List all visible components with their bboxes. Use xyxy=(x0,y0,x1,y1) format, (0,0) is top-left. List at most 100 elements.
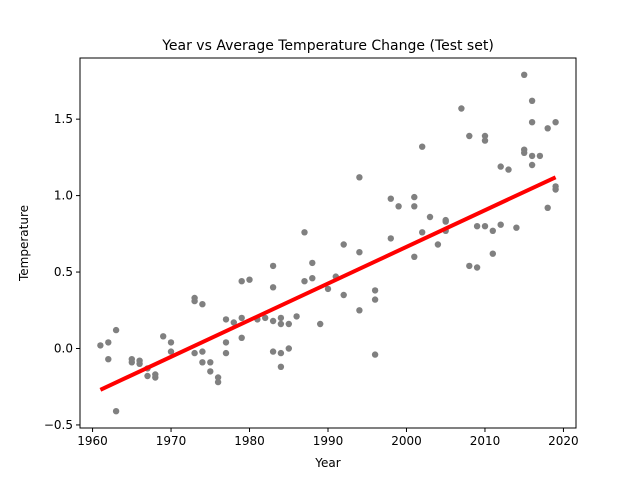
data-point xyxy=(207,359,214,366)
data-point xyxy=(521,71,528,79)
y-tick-label: 0.5 xyxy=(54,265,73,279)
data-point xyxy=(489,250,496,257)
data-point xyxy=(481,223,489,230)
data-point xyxy=(277,349,285,357)
data-points xyxy=(97,71,559,415)
data-point xyxy=(481,137,489,144)
data-point xyxy=(387,195,394,202)
data-point xyxy=(411,253,418,260)
y-tick-label: 0.0 xyxy=(54,341,73,355)
data-point xyxy=(340,241,347,248)
data-point xyxy=(285,320,292,328)
data-point xyxy=(371,351,379,358)
data-point xyxy=(317,320,324,328)
y-axis-label: Temperature xyxy=(17,205,31,282)
data-point xyxy=(112,408,120,415)
data-point xyxy=(301,229,308,236)
data-point xyxy=(277,363,285,370)
data-point xyxy=(356,174,363,181)
data-point xyxy=(144,372,151,380)
data-point xyxy=(497,163,504,170)
data-point xyxy=(285,345,292,352)
data-point xyxy=(238,334,245,341)
data-point xyxy=(371,287,379,294)
data-point xyxy=(112,326,120,334)
data-point xyxy=(199,301,206,308)
y-tick-label: −0.5 xyxy=(44,418,73,432)
data-point xyxy=(136,360,143,367)
data-point xyxy=(434,241,442,248)
data-point xyxy=(426,213,434,221)
y-axis-ticks: −0.5 0.0 0.5 1.0 1.5 xyxy=(44,112,80,432)
data-point xyxy=(505,166,512,173)
data-point xyxy=(513,224,520,231)
data-point xyxy=(167,348,175,355)
data-point xyxy=(387,235,394,242)
x-tick-label: 1970 xyxy=(156,434,187,448)
data-point xyxy=(544,204,551,211)
data-point xyxy=(262,314,269,322)
data-point xyxy=(419,229,426,236)
data-point xyxy=(269,262,277,270)
data-point xyxy=(269,348,277,355)
data-point xyxy=(105,339,112,346)
data-point xyxy=(458,105,465,112)
data-point xyxy=(269,284,277,291)
x-tick-label: 2000 xyxy=(391,434,422,448)
data-point xyxy=(199,348,206,355)
x-tick-label: 1960 xyxy=(77,434,108,448)
data-point xyxy=(199,359,206,366)
data-point xyxy=(473,223,481,230)
data-point xyxy=(293,313,300,320)
data-point xyxy=(552,186,559,193)
data-point xyxy=(481,132,489,140)
data-point xyxy=(371,296,379,303)
data-point xyxy=(160,333,167,340)
data-point xyxy=(105,356,112,363)
data-point xyxy=(269,317,277,325)
data-point xyxy=(356,249,363,256)
data-point xyxy=(466,132,473,140)
data-point xyxy=(309,259,316,267)
data-point xyxy=(246,276,253,283)
data-point xyxy=(301,278,308,285)
y-tick-label: 1.0 xyxy=(54,189,73,203)
data-point xyxy=(544,125,551,132)
data-point xyxy=(222,316,230,323)
data-point xyxy=(207,368,214,375)
data-point xyxy=(167,339,175,346)
data-point xyxy=(238,314,245,322)
x-axis-label: Year xyxy=(314,456,340,470)
data-point xyxy=(466,262,473,270)
data-point xyxy=(277,314,285,322)
data-point xyxy=(214,374,222,381)
regression-line xyxy=(99,175,557,392)
data-point xyxy=(222,339,230,346)
data-point xyxy=(528,152,536,160)
data-point xyxy=(340,291,347,299)
data-point xyxy=(528,161,536,169)
fit-line-layer xyxy=(99,175,557,392)
data-point xyxy=(521,149,528,156)
data-point xyxy=(324,285,332,293)
chart-title: Year vs Average Temperature Change (Test… xyxy=(161,38,494,54)
data-point xyxy=(442,218,449,225)
data-point xyxy=(230,319,237,326)
data-point xyxy=(309,275,316,282)
y-tick-label: 1.5 xyxy=(54,112,73,126)
data-point xyxy=(528,97,536,105)
x-axis-ticks: 1960 1970 1980 1990 2000 2010 2020 xyxy=(77,428,579,448)
x-tick-label: 2010 xyxy=(470,434,501,448)
data-point xyxy=(411,203,418,210)
data-point xyxy=(419,143,426,150)
x-tick-label: 1980 xyxy=(234,434,265,448)
data-point xyxy=(97,342,104,349)
data-point xyxy=(473,264,481,271)
data-point xyxy=(238,278,245,285)
data-point xyxy=(497,221,504,228)
data-point xyxy=(395,203,402,210)
data-point xyxy=(411,193,418,201)
data-point xyxy=(489,227,496,234)
